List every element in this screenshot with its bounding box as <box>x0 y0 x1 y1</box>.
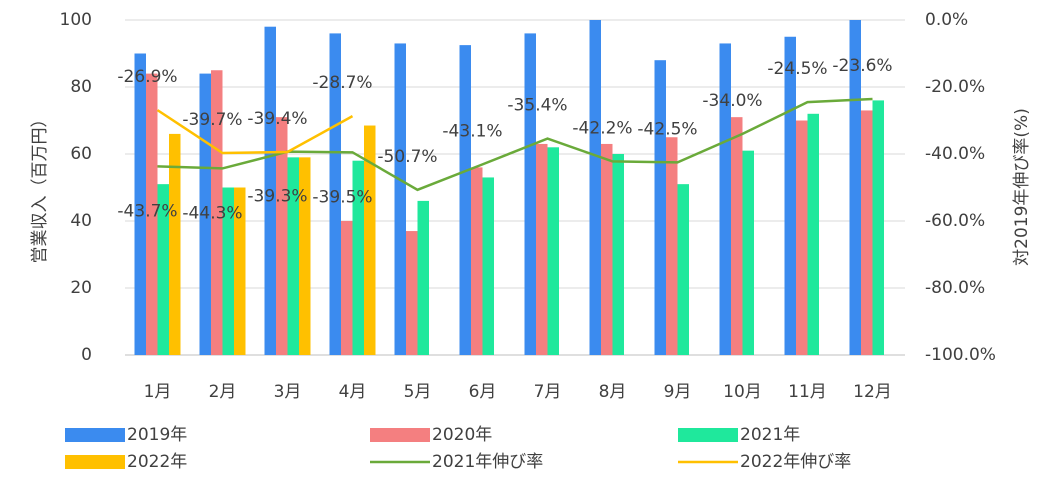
bar <box>169 133 181 355</box>
x-tick-label: 4月 <box>339 382 367 402</box>
y2-tick-label: 0.0% <box>925 10 968 30</box>
bar <box>807 113 819 355</box>
x-tick-label: 2月 <box>209 382 237 402</box>
bar <box>547 147 559 355</box>
legend-swatch <box>370 428 430 442</box>
bar <box>666 137 678 355</box>
bar <box>276 117 288 356</box>
y-tick-label: 80 <box>70 77 92 97</box>
legend-label: 2022年伸び率 <box>740 452 851 472</box>
bar <box>601 143 613 355</box>
bar <box>341 221 353 355</box>
bar <box>677 184 689 355</box>
bar <box>146 73 158 355</box>
data-label: -50.7% <box>377 147 437 167</box>
y2-tick-label: -40.0% <box>925 144 985 164</box>
y-tick-label: 60 <box>70 144 92 164</box>
bar <box>612 154 624 355</box>
x-tick-label: 6月 <box>469 382 497 402</box>
bar <box>417 200 429 355</box>
bar <box>589 20 601 355</box>
data-label: -24.5% <box>767 59 827 79</box>
data-label: -43.1% <box>442 121 502 141</box>
x-tick-label: 7月 <box>534 382 562 402</box>
x-tick-label: 8月 <box>599 382 627 402</box>
x-tick-label: 11月 <box>788 382 827 402</box>
bar <box>264 26 276 355</box>
data-label: -44.3% <box>182 203 242 223</box>
bar <box>157 184 169 355</box>
bar <box>211 70 223 355</box>
x-tick-label: 1月 <box>144 382 172 402</box>
y2-tick-label: -20.0% <box>925 77 985 97</box>
bar <box>731 117 743 356</box>
y-tick-label: 40 <box>70 211 92 231</box>
data-label: -42.2% <box>572 118 632 138</box>
bar <box>329 33 341 356</box>
data-label: -34.0% <box>702 91 762 111</box>
bar <box>482 177 494 355</box>
bar <box>234 187 246 355</box>
data-label: -39.4% <box>247 109 307 129</box>
data-label: -39.5% <box>312 187 372 207</box>
legend-swatch <box>65 455 125 469</box>
x-tick-label: 3月 <box>274 382 302 402</box>
y-tick-label: 100 <box>60 10 92 30</box>
bar <box>524 33 536 356</box>
line <box>156 109 354 155</box>
bar <box>536 143 548 355</box>
bar <box>287 157 299 355</box>
x-tick-label: 5月 <box>404 382 432 402</box>
data-label: -23.6% <box>832 56 892 76</box>
bar <box>134 53 146 355</box>
y2-axis-label: 対2019年伸び率(%) <box>1012 108 1032 266</box>
bar <box>796 120 808 355</box>
legend-label: 2022年 <box>127 452 187 472</box>
bar <box>364 125 376 356</box>
y2-tick-label: -100.0% <box>925 345 996 365</box>
bar <box>849 20 861 355</box>
legend-label: 2020年 <box>432 425 492 445</box>
bar <box>654 60 666 355</box>
bar <box>352 160 364 355</box>
bar <box>471 167 483 355</box>
data-label: -42.5% <box>637 119 697 139</box>
data-label: -39.7% <box>182 110 242 130</box>
y-tick-label: 0 <box>81 345 92 365</box>
y-tick-label: 20 <box>70 278 92 298</box>
bar <box>784 36 796 355</box>
bar <box>394 43 406 355</box>
data-label: -28.7% <box>312 73 372 93</box>
bar <box>872 100 884 356</box>
x-tick-label: 10月 <box>723 382 762 402</box>
line <box>157 97 873 192</box>
y2-tick-label: -80.0% <box>925 278 985 298</box>
legend-swatch <box>678 428 738 442</box>
legend-swatch <box>65 428 125 442</box>
bar <box>406 231 418 355</box>
bar <box>199 73 211 355</box>
data-label: -35.4% <box>507 96 567 116</box>
bar <box>742 150 754 355</box>
bar <box>861 110 873 355</box>
legend-label: 2019年 <box>127 425 187 445</box>
y-axis-label: 営業収入（百万円） <box>30 111 50 264</box>
x-tick-label: 9月 <box>664 382 692 402</box>
bar <box>299 157 311 355</box>
bar <box>459 45 471 355</box>
data-label: -26.9% <box>117 67 177 87</box>
data-label: -39.3% <box>247 187 307 207</box>
data-label: -43.7% <box>117 201 177 221</box>
y2-tick-label: -60.0% <box>925 211 985 231</box>
legend-label: 2021年 <box>740 425 800 445</box>
legend-label: 2021年伸び率 <box>432 452 543 472</box>
bar <box>222 187 234 355</box>
x-tick-label: 12月 <box>853 382 892 402</box>
bar <box>719 43 731 355</box>
